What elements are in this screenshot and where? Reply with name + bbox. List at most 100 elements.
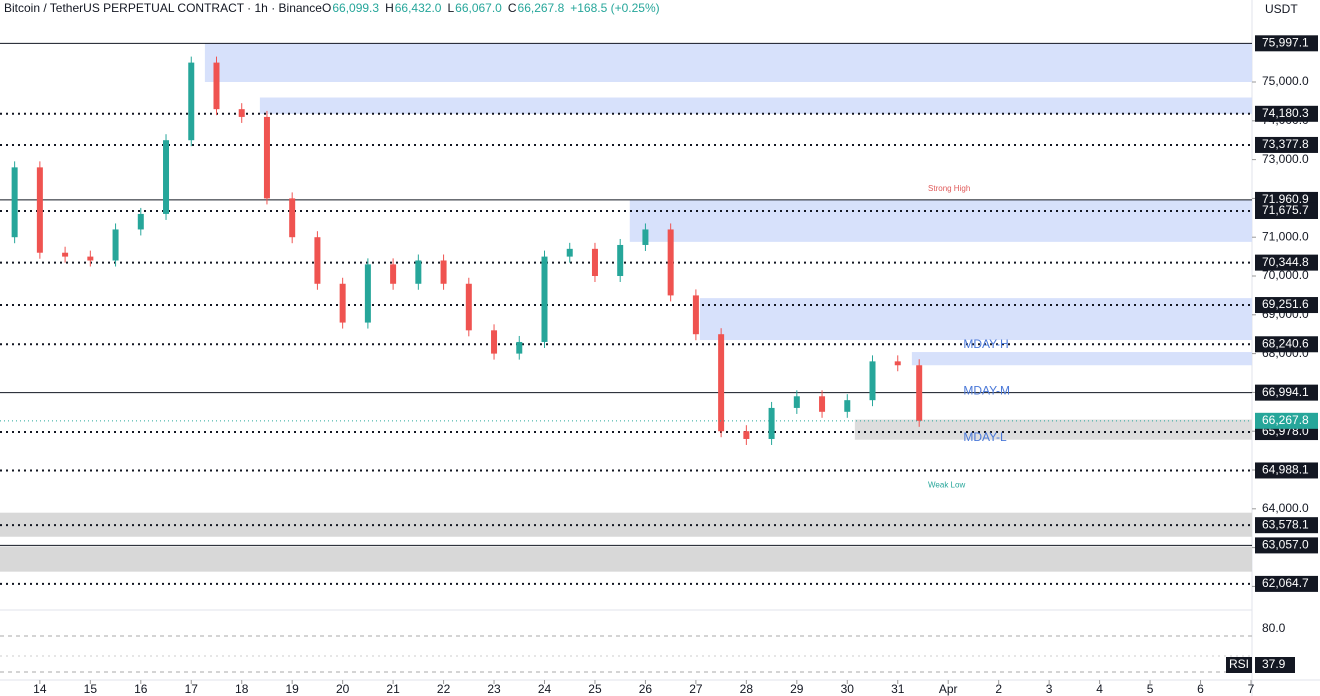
y-tick-label: 70,000.0 bbox=[1262, 268, 1309, 282]
last-price-box bbox=[1255, 412, 1318, 429]
zone bbox=[0, 546, 1252, 572]
x-tick-label: 14 bbox=[33, 682, 47, 696]
candle bbox=[440, 260, 447, 284]
level-label-box bbox=[1255, 537, 1318, 554]
x-tick-label: 4 bbox=[1096, 682, 1103, 696]
annotation: MDAY-L bbox=[963, 430, 1007, 444]
title: Bitcoin / TetherUS PERPETUAL CONTRACT · … bbox=[4, 1, 322, 15]
ohlc-key: C bbox=[508, 1, 517, 15]
zone bbox=[204, 43, 1253, 83]
candle bbox=[238, 109, 245, 117]
last-price-label: 66,267.8 bbox=[1262, 413, 1309, 427]
candle bbox=[743, 431, 750, 439]
ohlc-key: O bbox=[322, 1, 331, 15]
x-tick-label: 24 bbox=[538, 682, 552, 696]
y-tick-label: 64,000.0 bbox=[1262, 501, 1309, 515]
ohlc-value: 66,099.3 bbox=[332, 1, 379, 15]
candle bbox=[768, 407, 775, 439]
x-tick-label: 18 bbox=[235, 682, 249, 696]
zone bbox=[699, 298, 1252, 341]
candle bbox=[692, 295, 699, 335]
annotation: MDAY-M bbox=[963, 383, 1010, 397]
x-tick-label: 31 bbox=[891, 682, 905, 696]
ohlc-value: 66,267.8 bbox=[518, 1, 565, 15]
x-tick-label: 20 bbox=[336, 682, 350, 696]
candle bbox=[415, 260, 422, 284]
x-tick-label: 27 bbox=[689, 682, 703, 696]
level-label: 74,180.3 bbox=[1262, 106, 1309, 120]
zone bbox=[259, 97, 1252, 114]
level-label-box bbox=[1255, 517, 1318, 534]
candle bbox=[591, 248, 598, 277]
ohlc-value: 66,067.0 bbox=[455, 1, 502, 15]
rsi-level: 80.0 bbox=[1262, 621, 1286, 635]
candle bbox=[390, 264, 397, 284]
candle bbox=[642, 229, 649, 245]
candle bbox=[36, 167, 43, 253]
level-label: 70,344.8 bbox=[1262, 255, 1309, 269]
candle bbox=[314, 237, 321, 284]
x-tick-label: 6 bbox=[1197, 682, 1204, 696]
candle bbox=[617, 244, 624, 277]
candle bbox=[916, 365, 923, 421]
x-tick-label: 23 bbox=[487, 682, 501, 696]
candle bbox=[112, 229, 119, 261]
level-label: 71,960.9 bbox=[1262, 192, 1309, 206]
level-label-box bbox=[1255, 575, 1318, 592]
level-label-box bbox=[1255, 462, 1318, 479]
zone bbox=[854, 419, 1252, 440]
level-label: 73,377.8 bbox=[1262, 137, 1309, 151]
level-label: 71,675.7 bbox=[1262, 203, 1309, 217]
x-tick-label: 19 bbox=[286, 682, 300, 696]
level-label-box bbox=[1255, 384, 1318, 401]
candle bbox=[289, 198, 296, 238]
level-label-box bbox=[1255, 35, 1318, 52]
candle bbox=[894, 361, 901, 366]
level-label-box bbox=[1255, 105, 1318, 122]
candle bbox=[364, 264, 371, 323]
candle bbox=[667, 229, 674, 296]
candle bbox=[844, 400, 851, 412]
ohlc-value: +168.5 (+0.25%) bbox=[570, 1, 659, 15]
level-label: 75,997.1 bbox=[1262, 35, 1309, 49]
level-label: 68,240.6 bbox=[1262, 336, 1309, 350]
annotation: MDAY-H bbox=[963, 337, 1008, 351]
level-label-box bbox=[1255, 136, 1318, 153]
candle bbox=[188, 62, 195, 141]
x-tick-label: 28 bbox=[740, 682, 754, 696]
currency: USDT bbox=[1265, 2, 1298, 16]
x-tick-label: 25 bbox=[588, 682, 602, 696]
candle bbox=[819, 396, 826, 412]
candle bbox=[263, 116, 270, 199]
level-label-box bbox=[1255, 336, 1318, 353]
level-label: 66,994.1 bbox=[1262, 385, 1309, 399]
y-tick-label: 71,000.0 bbox=[1262, 229, 1309, 243]
rsi-value: 37.9 bbox=[1262, 657, 1286, 671]
ohlc-key: L bbox=[447, 1, 454, 15]
rsi-name: RSI bbox=[1229, 657, 1249, 671]
level-label: 63,057.0 bbox=[1262, 538, 1309, 552]
candle bbox=[62, 252, 69, 257]
candle bbox=[793, 396, 800, 408]
level-label: 62,064.7 bbox=[1262, 576, 1309, 590]
x-tick-label: 22 bbox=[437, 682, 451, 696]
x-tick-label: 21 bbox=[386, 682, 400, 696]
x-tick-label: 7 bbox=[1248, 682, 1255, 696]
y-tick-label: 75,000.0 bbox=[1262, 74, 1309, 88]
candle bbox=[869, 361, 876, 401]
candle bbox=[516, 341, 523, 354]
candle bbox=[339, 283, 346, 323]
candle bbox=[541, 256, 548, 342]
x-tick-label: 3 bbox=[1046, 682, 1053, 696]
annotation: Strong High bbox=[928, 184, 970, 193]
x-tick-label: 26 bbox=[639, 682, 653, 696]
x-tick-label: 2 bbox=[995, 682, 1002, 696]
level-label: 69,251.6 bbox=[1262, 297, 1309, 311]
level-label-box bbox=[1255, 297, 1318, 314]
x-tick-label: 16 bbox=[134, 682, 148, 696]
candle bbox=[718, 334, 725, 432]
candle bbox=[11, 167, 18, 238]
level-label: 63,578.1 bbox=[1262, 517, 1309, 531]
